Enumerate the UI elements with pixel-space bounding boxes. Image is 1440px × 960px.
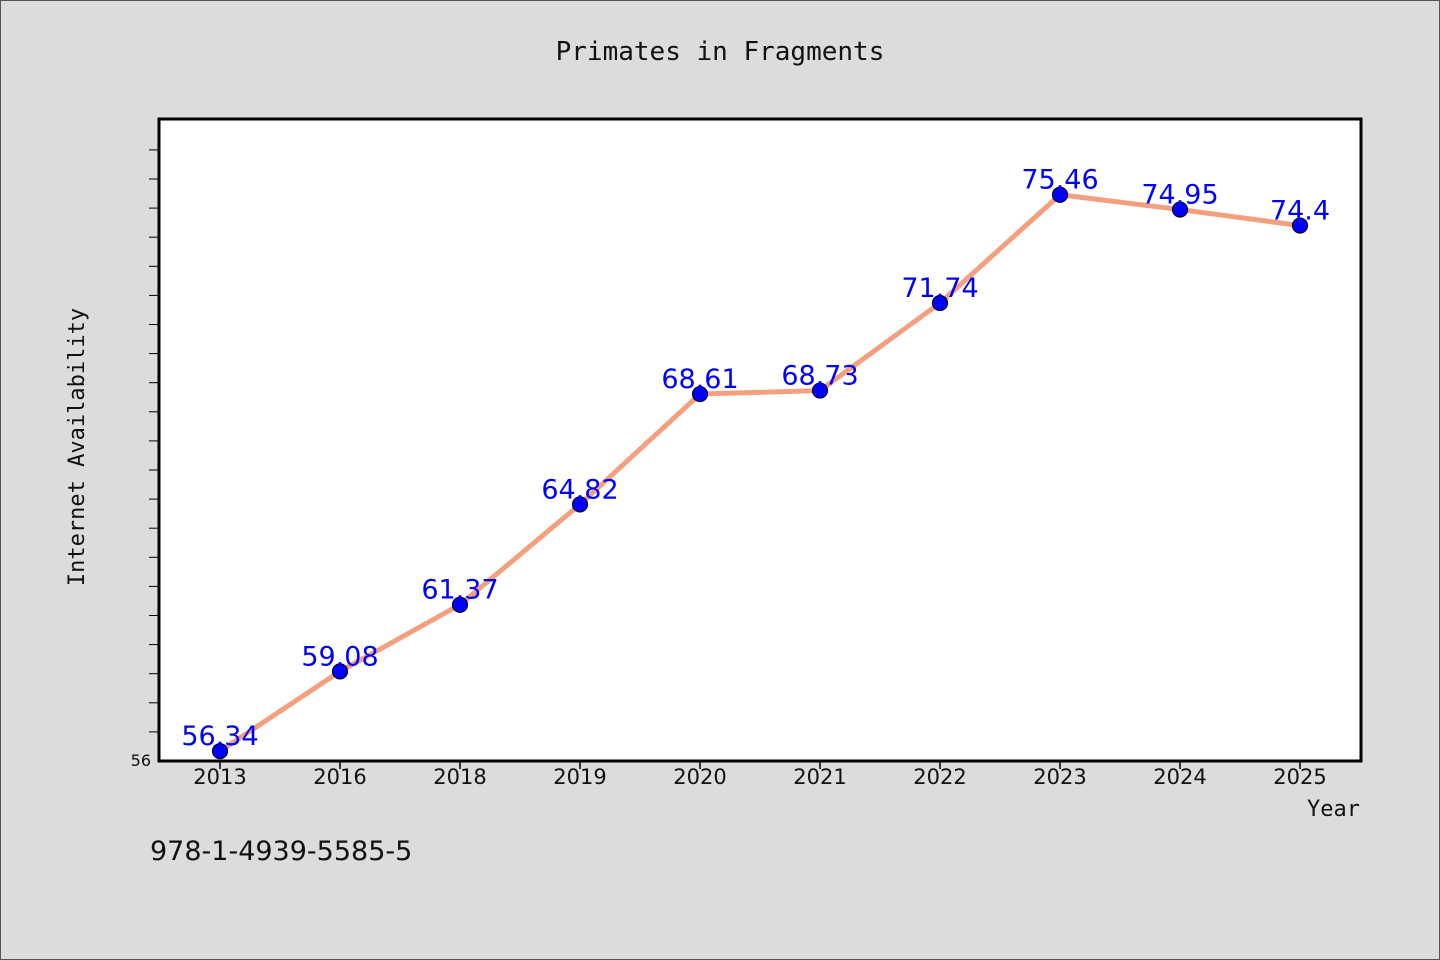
x-axis-ticks: 2013 2016 2018 2019 2020 2021 2022 2023 2024 2025	[193, 761, 1327, 789]
data-label: 64.82	[541, 474, 618, 505]
data-point	[451, 596, 469, 613]
data-point	[571, 496, 589, 513]
data-point	[811, 382, 829, 399]
x-tick-label: 2025	[1273, 765, 1326, 789]
x-tick-label: 2022	[913, 765, 966, 789]
data-label: 75.46	[1021, 165, 1098, 196]
data-point	[211, 743, 229, 760]
data-label: 56.34	[181, 721, 258, 752]
x-tick-label: 2013	[193, 765, 246, 789]
data-point	[1051, 186, 1069, 203]
data-label: 61.37	[421, 575, 498, 606]
data-label: 74.4	[1270, 196, 1330, 227]
data-point	[1171, 201, 1189, 218]
data-label: 68.61	[661, 364, 738, 395]
x-tick-label: 2018	[433, 765, 486, 789]
plot-area	[157, 117, 1363, 763]
x-tick-label: 2019	[553, 765, 606, 789]
isbn-text: 978-1-4939-5585-5	[150, 836, 413, 867]
y-axis-ticks: 56	[131, 149, 159, 770]
data-point	[1291, 217, 1309, 234]
x-axis-label: Year	[1307, 797, 1360, 822]
x-tick-label: 2021	[793, 765, 846, 789]
data-point	[931, 294, 949, 312]
data-label: 68.73	[781, 361, 858, 392]
data-point	[691, 385, 709, 403]
data-label: 74.95	[1141, 180, 1218, 211]
series-line	[218, 192, 1301, 754]
data-label: 59.08	[301, 641, 378, 672]
x-tick-label: 2016	[313, 765, 366, 789]
y-tick-label: 56	[131, 751, 151, 770]
data-label: 71.74	[901, 273, 978, 304]
data-point	[331, 663, 349, 680]
series-layer: 56.34 59.08 61.37 64.82 68.61 68.73 71.74 75.46…	[181, 165, 1330, 760]
x-tick-label: 2023	[1033, 765, 1086, 789]
y-axis-label: Internet Availability	[65, 308, 90, 586]
chart-title: Primates in Fragments	[556, 37, 885, 67]
x-tick-label: 2024	[1153, 765, 1206, 789]
x-tick-label: 2020	[673, 765, 726, 789]
